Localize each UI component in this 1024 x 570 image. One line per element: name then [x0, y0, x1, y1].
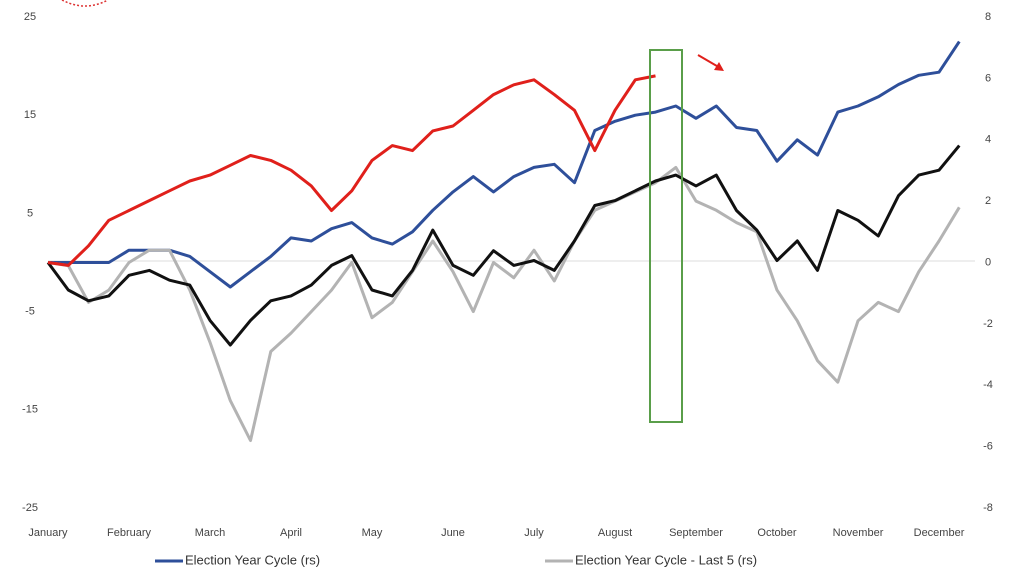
x-tick-label: October [757, 527, 796, 539]
y2-tick-label: 0 [985, 256, 991, 268]
series-line [47, 74, 656, 267]
series-line [47, 165, 961, 442]
y-tick-label: 5 [27, 207, 33, 219]
legend-label: Election Year Cycle - Last 5 (rs) [575, 552, 757, 567]
x-tick-label: September [669, 527, 723, 539]
y2-tick-label: -4 [983, 379, 993, 391]
y2-tick-label: -2 [983, 318, 993, 330]
x-tick-label: June [441, 527, 465, 539]
x-tick-label: April [280, 527, 302, 539]
logo [61, 0, 109, 7]
y-tick-label: 25 [24, 11, 36, 23]
legend-label: Election Year Cycle (rs) [185, 552, 320, 567]
series-line [48, 40, 961, 289]
arrow-head [714, 62, 724, 71]
x-tick-label: May [362, 527, 383, 539]
y2-tick-label: -6 [983, 441, 993, 453]
x-tick-label: August [598, 527, 632, 539]
y-tick-label: -25 [22, 502, 38, 514]
y-tick-label: 15 [24, 109, 36, 121]
y2-tick-label: 4 [985, 134, 991, 146]
x-tick-label: February [107, 527, 152, 539]
y2-tick-label: 6 [985, 72, 991, 84]
y2-tick-label: 8 [985, 11, 991, 23]
x-tick-label: November [833, 527, 884, 539]
series-line [46, 144, 961, 347]
y-tick-label: -15 [22, 404, 38, 416]
highlight-box [649, 49, 683, 423]
x-tick-label: January [28, 527, 68, 539]
x-tick-label: March [195, 527, 226, 539]
x-tick-label: December [914, 527, 965, 539]
x-tick-label: July [524, 527, 544, 539]
y2-tick-label: -8 [983, 502, 993, 514]
y2-tick-label: 2 [985, 195, 991, 207]
y-tick-label: -5 [25, 306, 35, 318]
plot [46, 40, 961, 442]
